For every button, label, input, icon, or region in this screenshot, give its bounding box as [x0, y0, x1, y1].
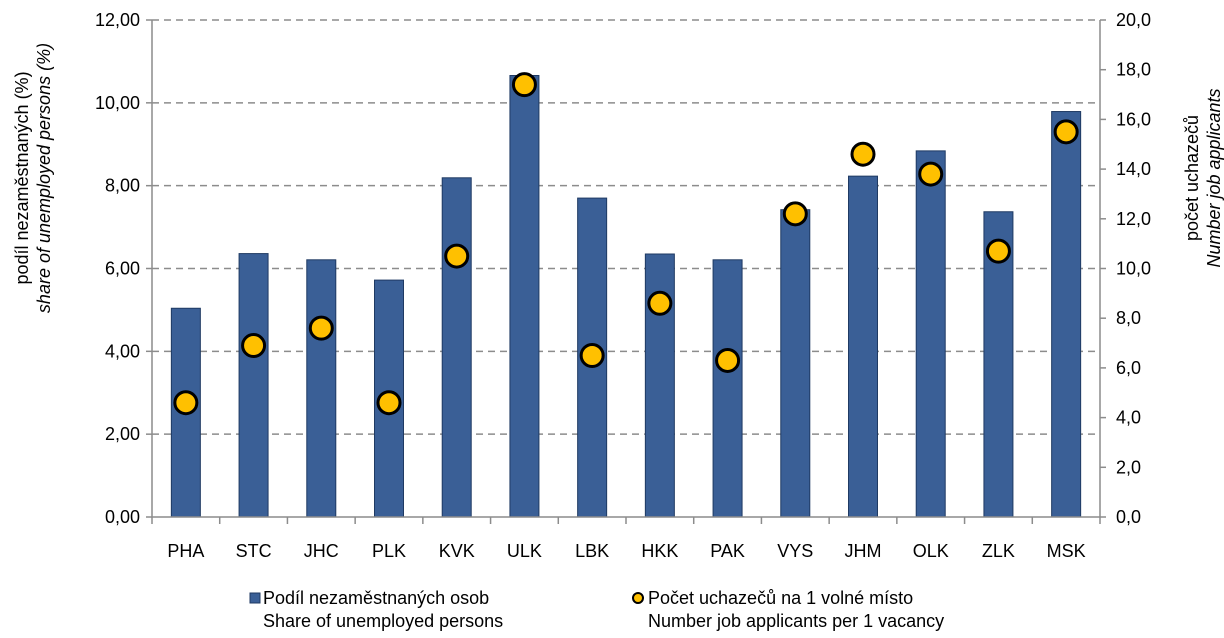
y-left-tick-label: 8,00 [105, 176, 140, 196]
legend-item-bars: Podíl nezaměstnaných osob Share of unemp… [249, 588, 503, 631]
x-tick-label: ULK [507, 541, 542, 561]
point [173, 390, 199, 416]
bar [915, 150, 946, 518]
y-left-axis-label: podíl nezaměstnaných (%) [12, 71, 32, 284]
x-tick-label: MSK [1047, 541, 1086, 561]
legend-item-points: Počet uchazečů na 1 volné místo Number j… [632, 588, 944, 631]
point [850, 141, 876, 167]
y-right-tick-label: 16,0 [1116, 109, 1151, 129]
y-right-tick-label: 0,0 [1116, 507, 1141, 527]
bar [509, 74, 540, 518]
y-left-tick-label: 2,00 [105, 424, 140, 444]
y-right-tick-label: 12,0 [1116, 209, 1151, 229]
legend-point-label: Počet uchazečů na 1 volné místo [648, 588, 913, 608]
legend: Podíl nezaměstnaných osob Share of unemp… [249, 588, 944, 631]
point [715, 347, 741, 373]
y-right-tick-label: 14,0 [1116, 159, 1151, 179]
point [579, 342, 605, 368]
point [444, 243, 470, 269]
bar [306, 259, 337, 518]
bar [1051, 111, 1082, 518]
point [241, 333, 267, 359]
point-series [173, 72, 1079, 416]
y-right-axis-title: počet uchazečů Number job applicants [1182, 88, 1224, 267]
y-left-tick-label: 12,00 [95, 10, 140, 30]
x-tick-label: HKK [641, 541, 678, 561]
point [511, 72, 537, 98]
y-right-tick-label: 8,0 [1116, 308, 1141, 328]
y-left-tick-label: 4,00 [105, 341, 140, 361]
bar [238, 253, 269, 518]
x-tick-label: ZLK [982, 541, 1015, 561]
y-right-tick-label: 10,0 [1116, 259, 1151, 279]
legend-point-swatch [632, 592, 644, 604]
axes: 0,00 2,00 4,00 6,00 8,00 10,00 12,00 0,0 2,0 4,0 6… [95, 10, 1151, 561]
legend-point-label-en: Number job applicants per 1 vacancy [648, 611, 944, 631]
x-tick-label: STC [236, 541, 272, 561]
y-left-axis-title: podíl nezaměstnaných (%) share of unempl… [12, 43, 54, 313]
point [782, 201, 808, 227]
legend-bar-swatch [249, 592, 261, 604]
y-right-tick-label: 6,0 [1116, 358, 1141, 378]
y-left-tick-label: 10,00 [95, 93, 140, 113]
x-tick-label: PLK [372, 541, 406, 561]
y-right-tick-label: 20,0 [1116, 10, 1151, 30]
point [985, 238, 1011, 264]
x-tick-label: PAK [710, 541, 745, 561]
point [918, 161, 944, 187]
y-left-axis-label-en: share of unemployed persons (%) [34, 43, 54, 313]
bar [848, 175, 878, 518]
point [647, 290, 673, 316]
grid-lines [152, 19, 1100, 435]
bar [780, 209, 811, 518]
bar [441, 177, 472, 518]
y-right-tick-label: 4,0 [1116, 408, 1141, 428]
point [1053, 119, 1079, 145]
x-tick-label: KVK [439, 541, 475, 561]
bar [712, 259, 743, 518]
x-tick-label: OLK [913, 541, 949, 561]
bar-series [170, 74, 1082, 518]
x-tick-label: VYS [777, 541, 813, 561]
point [308, 315, 334, 341]
y-right-tick-label: 18,0 [1116, 60, 1151, 80]
legend-bar-label-en: Share of unemployed persons [263, 611, 503, 631]
x-tick-label: PHA [167, 541, 204, 561]
y-left-tick-label: 6,00 [105, 259, 140, 279]
x-tick-label: JHC [304, 541, 339, 561]
x-tick-label: LBK [575, 541, 609, 561]
point [376, 390, 402, 416]
y-right-tick-label: 2,0 [1116, 457, 1141, 477]
y-right-axis-label: počet uchazečů [1182, 115, 1202, 241]
y-left-tick-label: 0,00 [105, 507, 140, 527]
x-tick-label: JHM [845, 541, 882, 561]
y-right-axis-label-en: Number job applicants [1204, 88, 1224, 267]
legend-bar-label: Podíl nezaměstnaných osob [263, 588, 489, 608]
